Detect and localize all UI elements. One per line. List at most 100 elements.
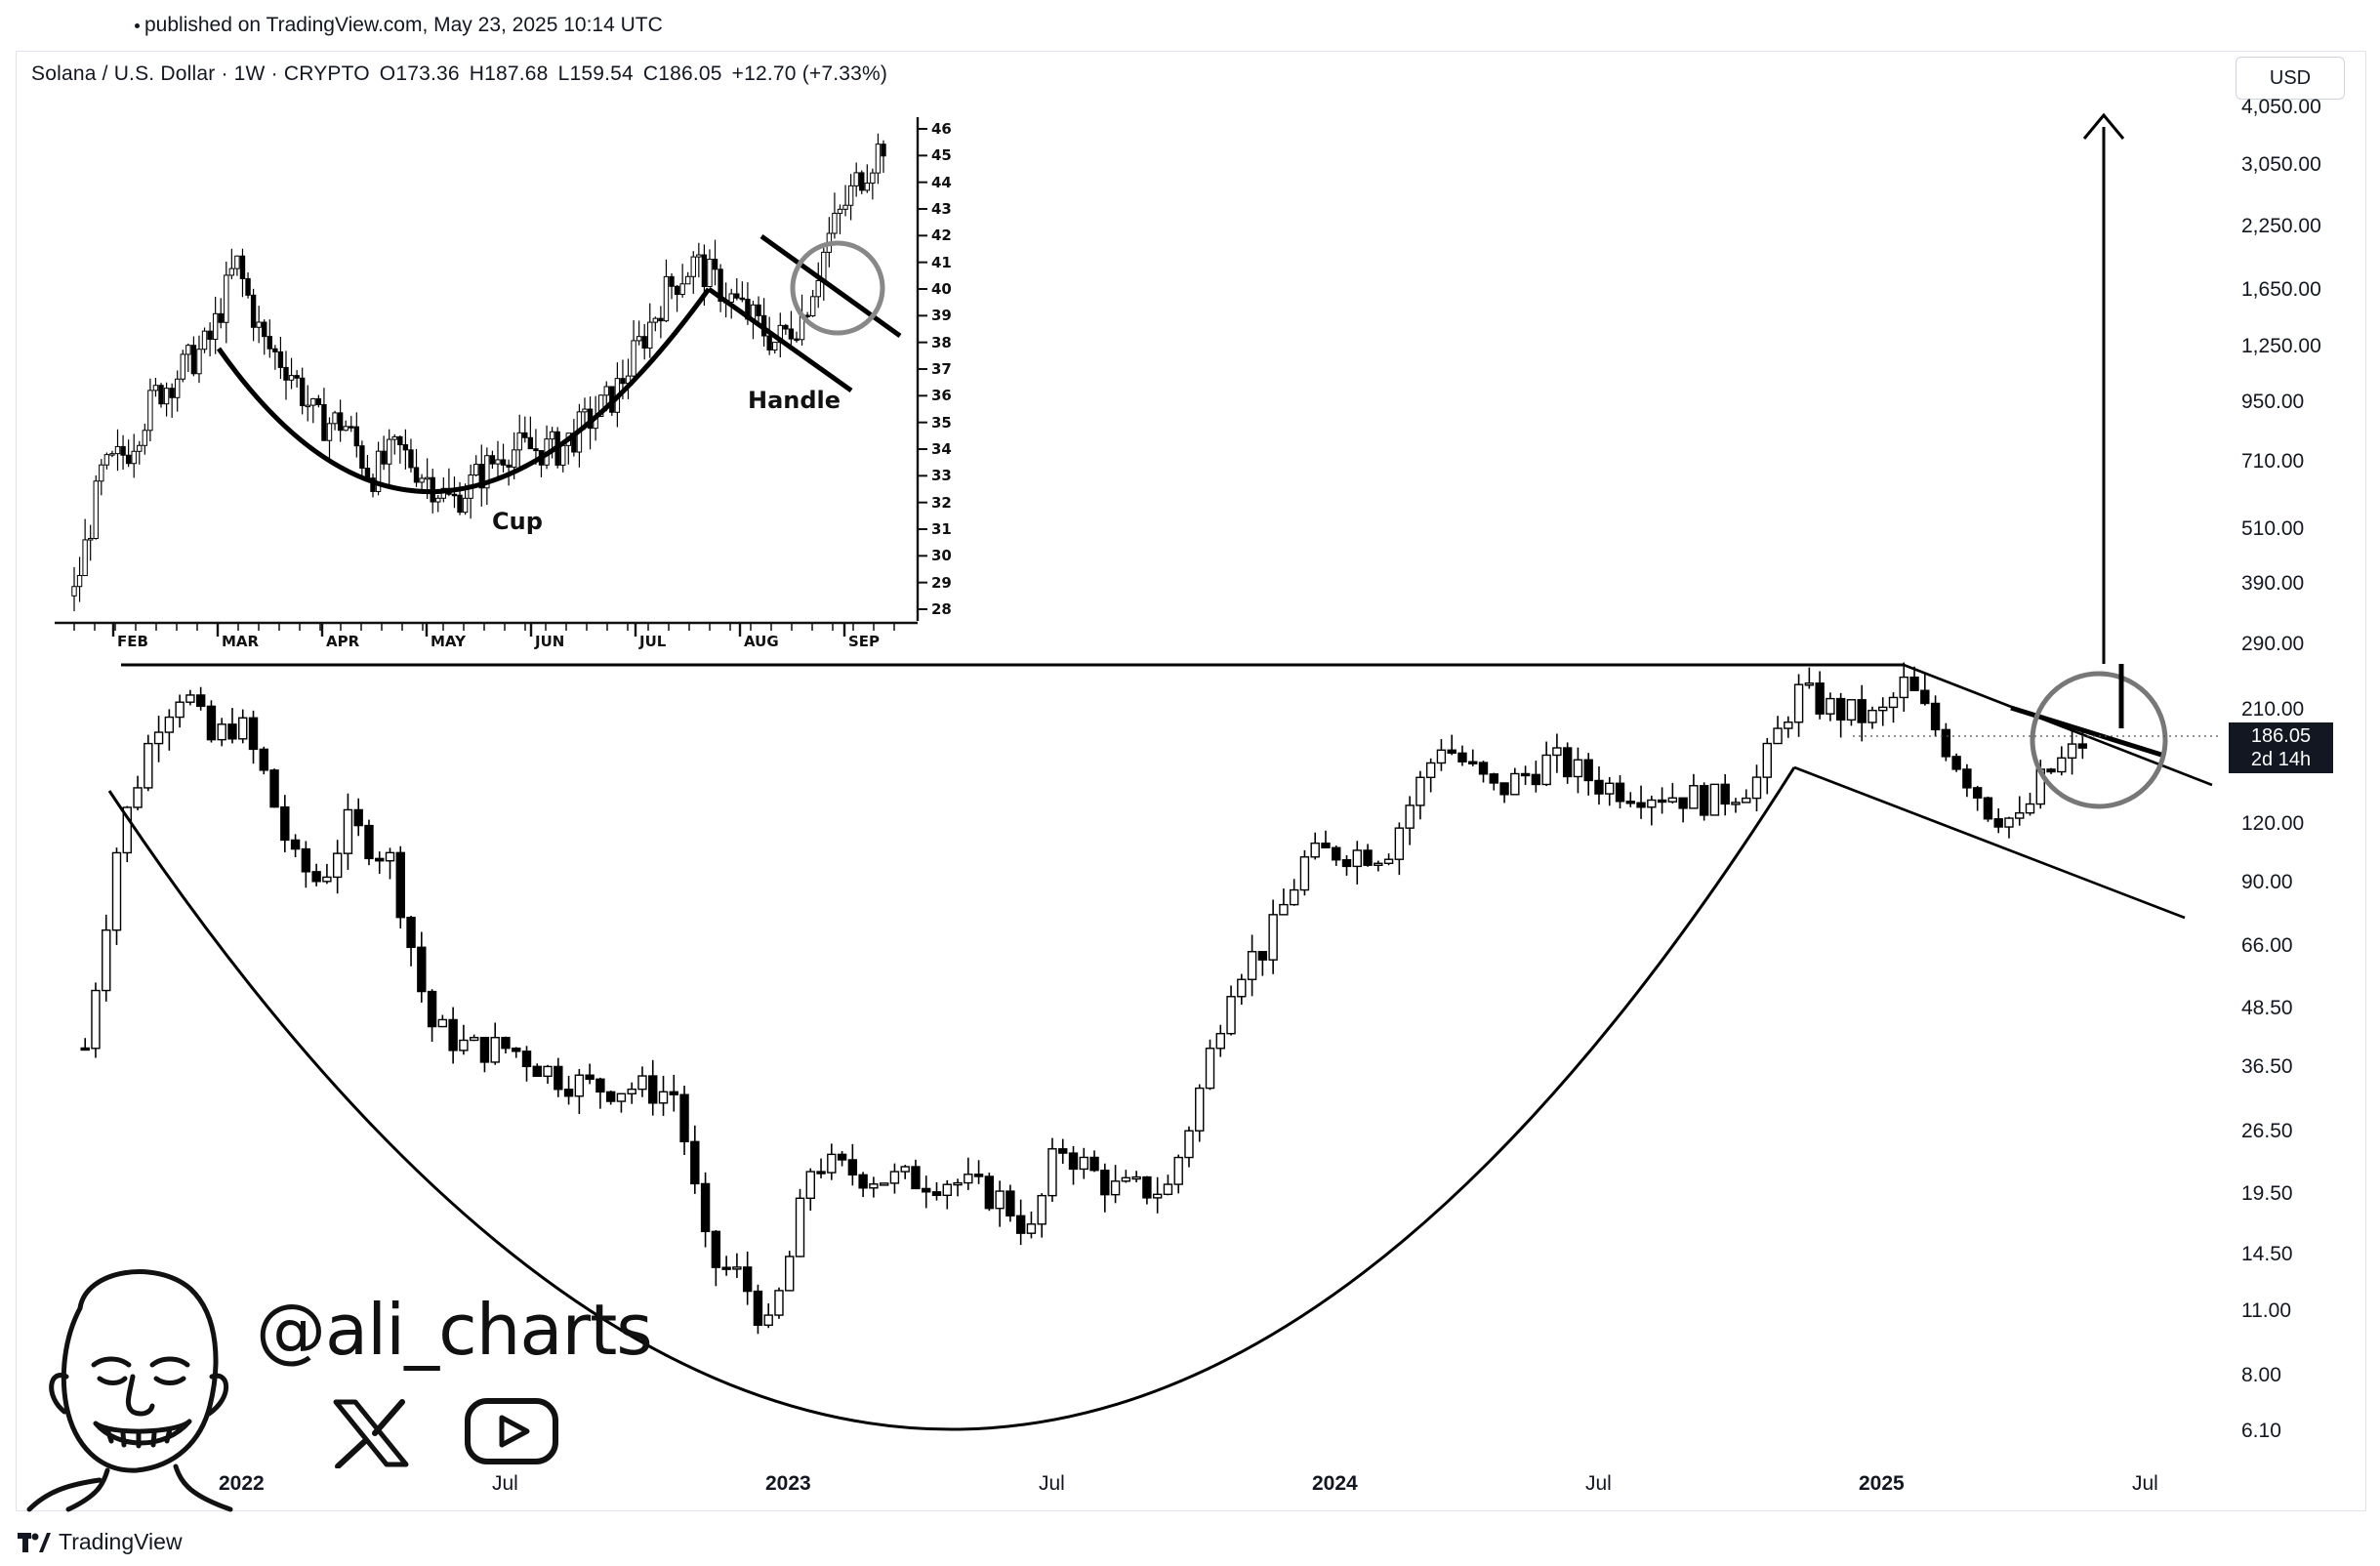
candle <box>1068 1145 1079 1185</box>
inset-candle <box>663 259 670 323</box>
inset-candle <box>256 306 262 344</box>
inset-candle <box>349 416 354 433</box>
inset-candle <box>859 170 865 194</box>
price-axis-label: 48.50 <box>2241 997 2293 1020</box>
inset-candle <box>478 444 484 507</box>
candle <box>1405 796 1415 845</box>
candle <box>1163 1174 1173 1196</box>
candle <box>1079 1147 1088 1179</box>
candle <box>1709 783 1720 816</box>
last-price-tag: 186.05 2d 14h <box>2229 722 2333 773</box>
candle <box>1815 671 1825 720</box>
inset-candle <box>163 382 170 417</box>
inset-candle <box>652 316 659 332</box>
inset-candle <box>386 429 392 485</box>
candle <box>1583 753 1593 796</box>
candle <box>805 1168 815 1212</box>
candle <box>259 746 268 775</box>
candle <box>1899 662 1908 712</box>
candle <box>1310 832 1320 860</box>
price-axis-label: 90.00 <box>2241 871 2293 894</box>
candle <box>742 1251 753 1305</box>
inset-candle <box>809 289 816 317</box>
price-axis-label: 66.00 <box>2241 933 2293 957</box>
candle <box>585 1063 595 1085</box>
inset-price-label: 36 <box>931 387 952 405</box>
price-axis-label: 26.50 <box>2241 1120 2293 1143</box>
candle <box>753 1284 763 1335</box>
candle <box>1478 761 1489 783</box>
inset-month-label: FEB <box>117 633 148 650</box>
candle <box>1237 973 1247 1006</box>
price-axis-label: 19.50 <box>2241 1182 2293 1206</box>
candle <box>690 1125 700 1194</box>
candle <box>574 1068 585 1115</box>
chart-frame <box>16 51 2366 1511</box>
tradingview-brand: TradingView <box>59 1529 183 1554</box>
candle <box>721 1256 731 1276</box>
candle <box>459 1024 469 1055</box>
inset-candle <box>321 388 327 441</box>
candle <box>343 793 353 870</box>
tradingview-logo[interactable]: TradingView <box>18 1529 183 1555</box>
price-axis-label: 36.50 <box>2241 1054 2293 1078</box>
currency-button[interactable]: USD <box>2236 57 2345 100</box>
inset-candle <box>679 264 685 298</box>
x-logo-icon[interactable] <box>330 1398 412 1468</box>
inset-candles <box>71 133 886 612</box>
candle <box>1436 739 1447 771</box>
time-axis-label: Jul <box>2132 1472 2158 1495</box>
inset-candle <box>353 412 360 458</box>
inset-candle <box>815 262 821 309</box>
candle <box>1226 985 1236 1036</box>
inset-candle <box>207 322 213 357</box>
candle <box>217 718 226 747</box>
candle <box>1531 761 1541 793</box>
candle <box>501 1036 511 1053</box>
candle <box>1930 695 1941 737</box>
youtube-icon[interactable] <box>463 1396 560 1466</box>
candle <box>1920 673 1930 706</box>
candle <box>1457 745 1467 766</box>
inset-candle <box>109 450 115 458</box>
candle <box>563 1076 574 1105</box>
candle <box>700 1172 711 1248</box>
inset-candle <box>343 420 349 432</box>
inset-candle <box>391 433 397 455</box>
inset-candle <box>419 474 425 490</box>
inset-breakout-circle <box>790 240 885 336</box>
last-price: 186.05 <box>2250 725 2312 747</box>
inset-candle <box>310 397 316 424</box>
candle <box>248 710 259 764</box>
candle <box>1363 844 1373 867</box>
breakout-circle <box>2030 671 2168 809</box>
inset-candle <box>870 168 876 200</box>
candle <box>1784 716 1793 738</box>
candle <box>532 1063 542 1078</box>
inset-candle <box>832 192 838 239</box>
inset-candle <box>766 316 772 355</box>
candle <box>1352 841 1362 885</box>
candle <box>543 1064 553 1085</box>
legend-symbol[interactable]: Solana / U.S. Dollar · 1W · CRYPTO <box>31 62 370 85</box>
candle <box>1720 773 1730 816</box>
candle <box>1416 770 1425 820</box>
candle <box>1142 1175 1152 1205</box>
inset-candle <box>658 306 664 339</box>
candle <box>111 847 122 945</box>
annotations <box>107 112 2218 1431</box>
candle <box>290 834 301 857</box>
candle <box>605 1091 616 1105</box>
candle <box>1731 798 1741 813</box>
inset-candle <box>175 370 181 412</box>
candle <box>280 795 290 852</box>
candle <box>1751 764 1762 812</box>
inset-candle <box>93 474 99 540</box>
inset-candle <box>180 350 185 383</box>
price-axis-label: 210.00 <box>2241 698 2305 721</box>
candle <box>1888 691 1899 723</box>
candle <box>1005 1184 1015 1222</box>
inset-candle <box>142 423 148 455</box>
inset-candle <box>772 342 778 354</box>
